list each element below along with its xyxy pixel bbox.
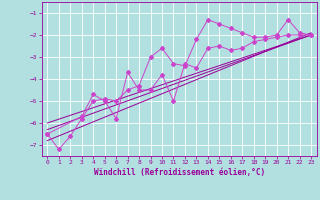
X-axis label: Windchill (Refroidissement éolien,°C): Windchill (Refroidissement éolien,°C) — [94, 168, 265, 177]
